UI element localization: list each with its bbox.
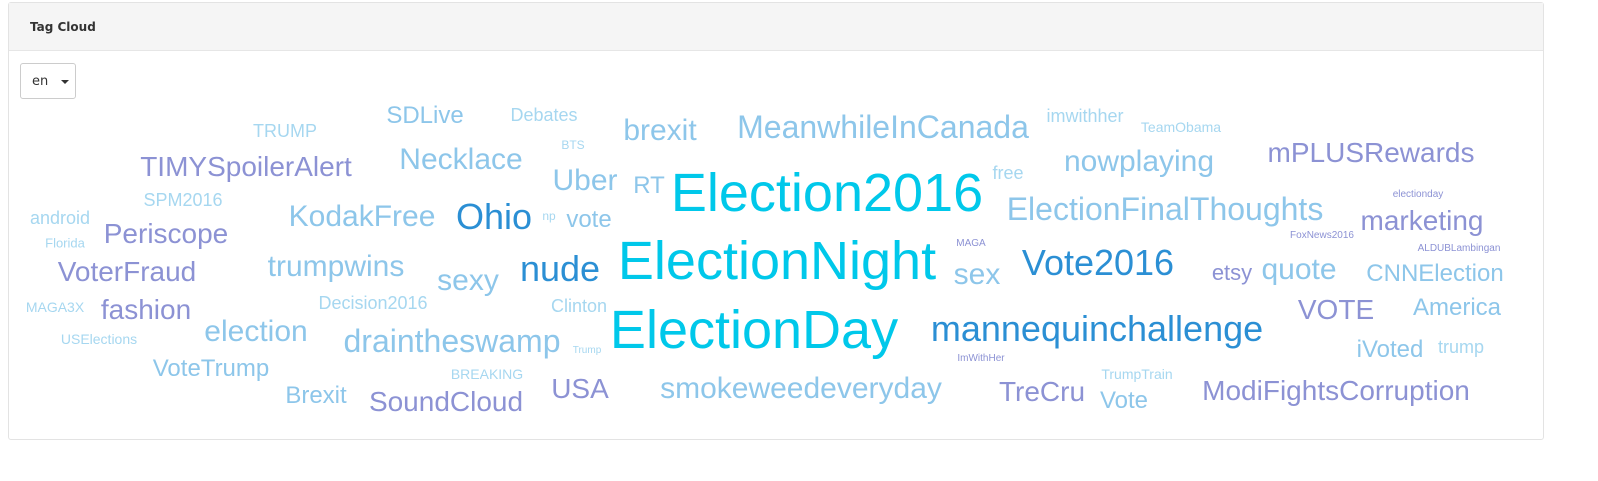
tag-word[interactable]: TRUMP — [253, 121, 317, 141]
tag-word[interactable]: nowplaying — [1063, 145, 1215, 178]
tag-word[interactable]: np — [542, 209, 556, 223]
tag-word[interactable]: VOTE — [1297, 294, 1375, 325]
tag-word[interactable]: BREAKING — [450, 366, 524, 382]
tag-word[interactable]: USElections — [60, 331, 138, 347]
tag-word[interactable]: Florida — [45, 235, 85, 251]
tag-word[interactable]: marketing — [1360, 205, 1484, 236]
caret-down-icon — [61, 80, 69, 84]
tag-word[interactable]: FoxNews2016 — [1290, 230, 1354, 241]
panel-title: Tag Cloud — [30, 19, 96, 34]
panel-header: Tag Cloud — [9, 3, 1543, 51]
tag-word[interactable]: draintheswamp — [343, 323, 561, 359]
tag-word[interactable]: TreCru — [998, 376, 1086, 407]
tag-word[interactable]: trump — [1437, 337, 1485, 357]
tag-word[interactable]: CNNElection — [1366, 260, 1504, 287]
tag-word[interactable]: TrumpTrain — [1101, 366, 1173, 382]
tag-word[interactable]: VoterFraud — [57, 256, 197, 287]
tag-word[interactable]: ElectionFinalThoughts — [1006, 191, 1324, 227]
tag-word[interactable]: ElectionDay — [609, 300, 899, 360]
tag-word[interactable]: vote — [566, 206, 612, 233]
tag-word[interactable]: RT — [633, 172, 665, 199]
tag-word[interactable]: TIMYSpoilerAlert — [140, 151, 352, 182]
tag-word[interactable]: Debates — [510, 105, 578, 125]
tag-cloud: Election2016 ElectionNight ElectionDay mann… — [9, 3, 1545, 441]
tag-word[interactable]: Decision2016 — [318, 293, 428, 313]
tag-word[interactable]: nude — [519, 248, 601, 289]
tag-word[interactable]: TeamObama — [1140, 119, 1222, 135]
tag-word[interactable]: Vote2016 — [1021, 242, 1175, 283]
language-select[interactable]: en — [20, 63, 76, 99]
tag-word[interactable]: mPLUSRewards — [1267, 137, 1475, 168]
tag-word[interactable]: Periscope — [103, 218, 229, 249]
tag-word[interactable]: ElectionNight — [617, 231, 937, 291]
tag-word[interactable]: quote — [1261, 253, 1337, 286]
tag-word[interactable]: Brexit — [285, 382, 347, 409]
tag-word[interactable]: MeanwhileInCanada — [737, 109, 1029, 145]
tag-word[interactable]: ALDUBLambingan — [1417, 243, 1501, 254]
tag-word[interactable]: election — [204, 315, 308, 348]
tag-word[interactable]: SDLive — [386, 102, 464, 129]
tag-word[interactable]: Necklace — [399, 143, 523, 176]
tag-word[interactable]: sex — [953, 258, 1001, 291]
tag-word[interactable]: USA — [551, 373, 609, 404]
tag-word[interactable]: America — [1412, 294, 1502, 321]
tag-word[interactable]: brexit — [623, 114, 697, 147]
tag-word[interactable]: MAGA3X — [25, 299, 85, 315]
tag-word[interactable]: iVoted — [1356, 336, 1424, 363]
tag-cloud-panel: Tag Cloud en Election2016 ElectionNight El… — [8, 2, 1544, 440]
tag-word[interactable]: Vote — [1099, 387, 1149, 414]
tag-word[interactable]: Clinton — [550, 296, 608, 316]
tag-word[interactable]: VoteTrump — [152, 355, 270, 382]
tag-word[interactable]: etsy — [1211, 260, 1253, 285]
tag-word[interactable]: SPM2016 — [143, 190, 223, 210]
tag-word[interactable]: fashion — [100, 294, 192, 325]
language-select-value: en — [32, 73, 49, 89]
tag-word[interactable]: Uber — [552, 164, 618, 197]
tag-word[interactable]: BTS — [561, 138, 585, 152]
tag-word[interactable]: electionday — [1392, 189, 1444, 200]
tag-word[interactable]: android — [29, 208, 91, 228]
tag-word[interactable]: Election2016 — [670, 163, 984, 223]
tag-word[interactable]: ModiFightsCorruption — [1202, 375, 1470, 406]
tag-word[interactable]: mannequinchallenge — [930, 308, 1264, 349]
tag-word[interactable]: smokeweedeveryday — [660, 372, 942, 405]
tag-word[interactable]: MAGA — [956, 238, 986, 249]
tag-word[interactable]: trumpwins — [267, 250, 405, 283]
tag-word[interactable]: SoundCloud — [368, 386, 524, 417]
tag-word[interactable]: Ohio — [455, 196, 533, 237]
tag-word[interactable]: free — [992, 163, 1024, 183]
tag-word[interactable]: imwithher — [1046, 106, 1124, 126]
tag-word[interactable]: KodakFree — [288, 200, 436, 233]
tag-word[interactable]: Trump — [572, 345, 602, 356]
tag-word[interactable]: ImWithHer — [957, 353, 1005, 364]
tag-word[interactable]: sexy — [437, 264, 499, 297]
